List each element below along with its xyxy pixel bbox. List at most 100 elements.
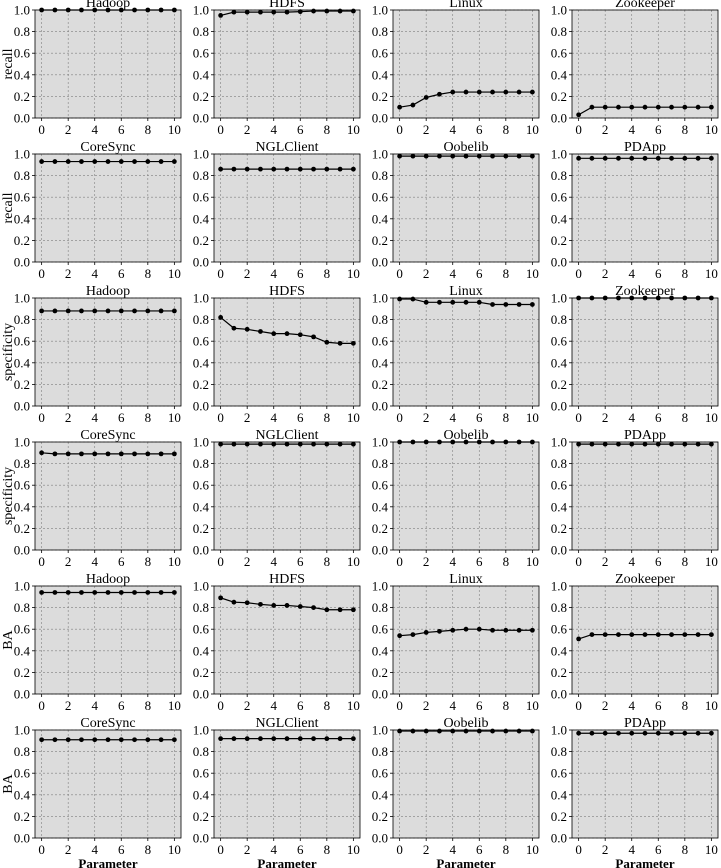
y-tick-label: 0.6 [372,190,389,205]
plot-frame [213,585,361,695]
plot-frame [571,153,719,263]
y-tick-label: 0.4 [551,787,568,802]
y-tick-label: 1.0 [193,291,209,306]
x-tick-label: 0 [38,266,45,281]
data-point [231,325,237,331]
data-point [576,155,582,161]
subplot-1-2: 0.0 0.2 0.4 0.6 0.8 1.0 0 2 4 6 8 10 Oobelib [372,140,540,281]
y-tick-label: 0.0 [193,687,209,702]
x-tick-label: 2 [65,410,72,425]
data-point [171,308,177,314]
subplot-2-1: 0.0 0.2 0.4 0.6 0.8 1.0 0 2 4 6 8 10 HDFS [193,284,361,425]
data-point [284,441,290,447]
x-tick-label: 10 [168,410,181,425]
data-point [655,441,661,447]
data-point [39,7,45,13]
data-point [437,91,442,97]
data-point [450,728,456,734]
x-tick-label: 2 [244,122,251,137]
data-point [158,737,164,743]
data-point [655,632,661,637]
data-point [39,737,45,743]
data-point [350,340,356,346]
y-tick-label: 0.4 [193,499,210,514]
data-point [52,7,58,13]
x-tick-label: 2 [602,410,609,425]
data-point [397,728,403,734]
data-point [118,7,124,13]
y-tick-label: 0.6 [551,190,568,205]
y-tick-label: 0.0 [14,687,30,702]
subplot-0-0: 0.0 0.2 0.4 0.6 0.8 1.0 0 2 4 6 8 10 Hadoop recall [1,0,182,137]
data-point [39,450,45,456]
y-tick-label: 0.8 [551,24,567,39]
plot-area [35,442,181,550]
data-point [105,7,111,13]
x-tick-label: 6 [118,842,125,857]
data-point [158,590,164,595]
data-point [410,728,416,734]
x-tick-label: 6 [118,698,125,713]
y-tick-label: 1.0 [193,723,209,738]
data-point [476,89,482,95]
y-tick-label: 1.0 [14,723,30,738]
data-point [576,112,582,118]
data-point [602,104,608,110]
y-axis-label: BA [1,629,16,649]
y-tick-label: 1.0 [551,723,567,738]
x-tick-label: 2 [65,266,72,281]
data-point [695,295,701,301]
x-tick-label: 0 [575,842,582,857]
data-point [397,104,403,110]
data-point [258,736,263,742]
data-point [516,89,522,95]
subplot-4-0: 0.0 0.2 0.4 0.6 0.8 1.0 0 2 4 6 8 10 Hadoop BA [1,572,182,713]
y-tick-label: 0.8 [14,744,30,759]
data-point [271,331,277,337]
y-tick-label: 0.4 [14,355,31,370]
data-point [629,441,635,447]
plot-area [214,10,360,118]
y-tick-label: 0.2 [372,809,388,824]
y-tick-label: 0.6 [193,334,210,349]
data-point [337,8,343,14]
y-tick-label: 0.0 [551,399,567,414]
y-tick-label: 0.2 [551,233,567,248]
data-point [490,302,495,307]
data-point [132,451,137,457]
y-tick-label: 1.0 [551,291,567,306]
subplot-title: Hadoop [86,572,130,587]
data-point [105,159,111,164]
data-point [158,308,164,314]
data-point [258,9,263,15]
x-tick-label: 8 [324,698,331,713]
y-tick-label: 1.0 [372,291,388,306]
data-point [410,153,416,159]
data-point [516,439,522,445]
data-point [682,104,688,110]
subplot-title: Hadoop [86,0,130,11]
data-point [503,627,509,633]
data-point [602,441,608,447]
y-tick-label: 1.0 [14,579,30,594]
x-tick-label: 0 [396,842,403,857]
data-point [642,441,648,447]
data-point [39,308,45,314]
data-point [118,590,124,595]
data-point [284,9,290,15]
x-tick-label: 10 [168,266,181,281]
x-tick-label: 4 [628,554,635,569]
subplot-5-2: 0.0 0.2 0.4 0.6 0.8 1.0 0 2 4 6 8 10 Oobelib Paramete… [372,716,540,868]
x-tick-label: 0 [575,554,582,569]
data-point [490,153,495,159]
y-tick-label: 0.2 [193,89,209,104]
data-point [669,632,674,637]
y-tick-label: 0.0 [372,111,388,126]
data-point [616,632,621,637]
data-point [682,155,688,161]
data-point [271,736,277,742]
subplot-title: NGLClient [256,716,319,731]
data-point [695,632,701,637]
data-point [350,166,356,172]
data-point [297,441,303,447]
